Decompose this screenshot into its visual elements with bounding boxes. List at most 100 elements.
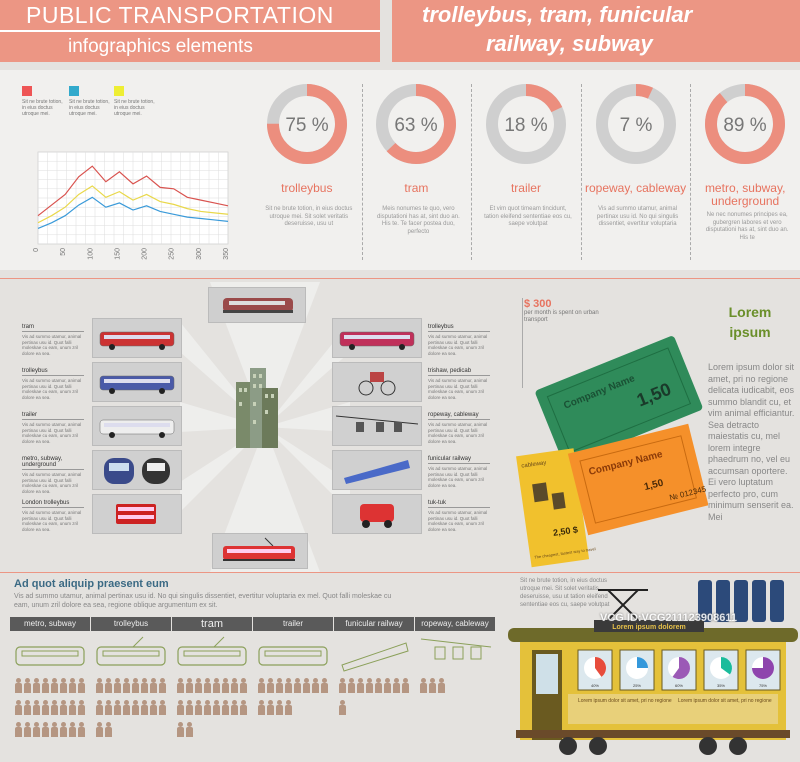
donut-chart: 75 % bbox=[266, 84, 347, 164]
vehicle-list-item: metro, subway, underground Vis ad summo u… bbox=[22, 456, 84, 494]
vehicle-title: funicular railway bbox=[428, 456, 490, 464]
person-icon bbox=[96, 722, 103, 737]
transport-column: funicular railway bbox=[334, 617, 414, 762]
donut-description: Ne nec nonumes principes ea, gubergren l… bbox=[705, 212, 789, 241]
x-tick-label: 150 bbox=[114, 248, 121, 260]
person-icon bbox=[69, 700, 76, 715]
window-pie-slice bbox=[672, 657, 690, 679]
vehicle-list-item: funicular railway Vis ad summo utamur, an… bbox=[428, 456, 490, 488]
header-left-band: PUBLIC TRANSPORTATION infographics eleme… bbox=[0, 0, 380, 62]
vehicle-title: metro, subway, underground bbox=[22, 456, 84, 470]
top-train-box bbox=[208, 287, 306, 323]
person-icon bbox=[231, 678, 238, 693]
legend-item-1: Sit ne brute totion, in eius doctus utro… bbox=[22, 86, 82, 117]
person-icon bbox=[177, 700, 184, 715]
x-tick-label: 200 bbox=[142, 248, 149, 260]
person-icon bbox=[186, 722, 193, 737]
person-icon bbox=[177, 722, 184, 737]
trolleybus-icon bbox=[99, 375, 175, 394]
header-right-band: trolleybus, tram, funicular railway, sub… bbox=[392, 0, 800, 62]
person-icon bbox=[141, 700, 148, 715]
vehicle-icon-box bbox=[332, 450, 422, 490]
transport-tab[interactable]: ropeway, cableway bbox=[415, 617, 495, 631]
tram-base bbox=[516, 730, 790, 738]
donut-percent: 75 % bbox=[285, 115, 328, 136]
vehicle-title: trailer bbox=[22, 412, 84, 420]
ray-right-3 bbox=[265, 427, 350, 512]
big-tram-graphic: Lorem ipsum dolorem 40% 25% 60% 35% 75% Lore… bbox=[508, 580, 798, 755]
vehicle-text: Vis ad summo utamur, animal pertinax usu… bbox=[428, 510, 488, 532]
person-icon bbox=[321, 678, 328, 693]
donut-arc bbox=[485, 84, 566, 164]
transport-outline-icon bbox=[420, 638, 492, 660]
transport-tab[interactable]: trailer bbox=[253, 617, 333, 631]
vehicle-text: Vis ad summo utamur, animal pertinax usu… bbox=[428, 378, 488, 400]
person-icon bbox=[267, 678, 274, 693]
person-icon bbox=[69, 678, 76, 693]
person-icon bbox=[60, 678, 67, 693]
vehicle-text: Vis ad summo utamur, animal pertinax usu… bbox=[22, 422, 82, 444]
lorem-body: Lorem ipsum dolor sit amet, pri no regio… bbox=[708, 362, 795, 522]
person-icon bbox=[105, 700, 112, 715]
transport-column: trailer bbox=[253, 617, 333, 762]
person-icon bbox=[213, 678, 220, 693]
tram-caption-panel bbox=[568, 694, 778, 724]
transport-tab[interactable]: metro, subway bbox=[10, 617, 90, 631]
series-line-2 bbox=[37, 185, 229, 224]
vehicle-icon-box bbox=[332, 318, 422, 358]
vehicle-text: Vis ad summo utamur, animal pertinax usu… bbox=[428, 422, 488, 444]
legend-swatch-yellow bbox=[114, 86, 124, 96]
vehicle-text: Vis ad summo utamur, animal pertinax usu… bbox=[22, 472, 82, 494]
donut-label: metro, subway, underground bbox=[704, 181, 786, 208]
people-icon-grid bbox=[95, 677, 168, 743]
person-icon bbox=[285, 678, 292, 693]
trailer-icon bbox=[99, 419, 175, 438]
person-icon bbox=[357, 678, 364, 693]
donut-chart: 18 % bbox=[485, 84, 566, 164]
vehicle-title: trolleybus bbox=[22, 368, 84, 376]
ray-left-3 bbox=[180, 427, 265, 512]
donut-chart: 89 % bbox=[705, 84, 786, 164]
bottom-tram-box bbox=[212, 533, 308, 569]
person-icon bbox=[213, 700, 220, 715]
orange-ticket bbox=[567, 423, 708, 536]
chart-grid bbox=[37, 151, 229, 245]
vehicle-icon-box bbox=[92, 318, 182, 358]
donut-column: 63 % tram Meis nonumes te quo, vero disput… bbox=[361, 76, 472, 266]
vehicle-list-item: trishaw, pedicab Vis ad summo utamur, ani… bbox=[428, 368, 490, 400]
transport-tab[interactable]: trolleybus bbox=[91, 617, 171, 631]
vehicle-title: London trolleybus bbox=[22, 500, 84, 508]
vehicle-text: Vis ad summo utamur, animal pertinax usu… bbox=[22, 378, 82, 400]
transport-tab[interactable]: tram bbox=[172, 617, 252, 631]
donut-row: 75 % trolleybus Sit ne brute totion, in ei… bbox=[252, 76, 800, 266]
person-icon bbox=[132, 678, 139, 693]
vehicle-list-item: trolleybus Vis ad summo utamur, animal pe… bbox=[428, 324, 490, 356]
person-icon bbox=[429, 678, 436, 693]
skyscraper-icon bbox=[236, 368, 278, 448]
person-icon bbox=[24, 722, 31, 737]
transport-outline-icon bbox=[258, 646, 328, 666]
transport-column: ropeway, cableway bbox=[415, 617, 495, 762]
vehicle-text: Vis ad summo utamur, animal pertinax usu… bbox=[428, 466, 488, 488]
transport-tab[interactable]: funicular railway bbox=[334, 617, 414, 631]
window-pie-slice bbox=[752, 657, 774, 679]
people-icon-grid bbox=[257, 677, 330, 721]
person-icon bbox=[132, 700, 139, 715]
donut-percent: 89 % bbox=[724, 115, 767, 136]
person-icon bbox=[420, 678, 427, 693]
vehicle-icon-box bbox=[332, 494, 422, 534]
transport-column: metro, subway bbox=[10, 617, 90, 762]
person-icon bbox=[51, 700, 58, 715]
spend-line bbox=[522, 298, 523, 388]
vehicle-title: tuk-tuk bbox=[428, 500, 490, 508]
vehicle-title: trishaw, pedicab bbox=[428, 368, 490, 376]
person-icon bbox=[24, 678, 31, 693]
title-underline bbox=[0, 30, 380, 32]
person-icon bbox=[24, 700, 31, 715]
window-pie-label: 60% bbox=[675, 683, 683, 688]
person-icon bbox=[186, 678, 193, 693]
legend-item-3: Sit ne brute totion, in eius doctus utro… bbox=[114, 86, 174, 117]
donut-arc bbox=[595, 84, 676, 164]
line-chart: 0 50 100 150 200 250 300 350 bbox=[33, 151, 230, 260]
person-icon bbox=[159, 700, 166, 715]
